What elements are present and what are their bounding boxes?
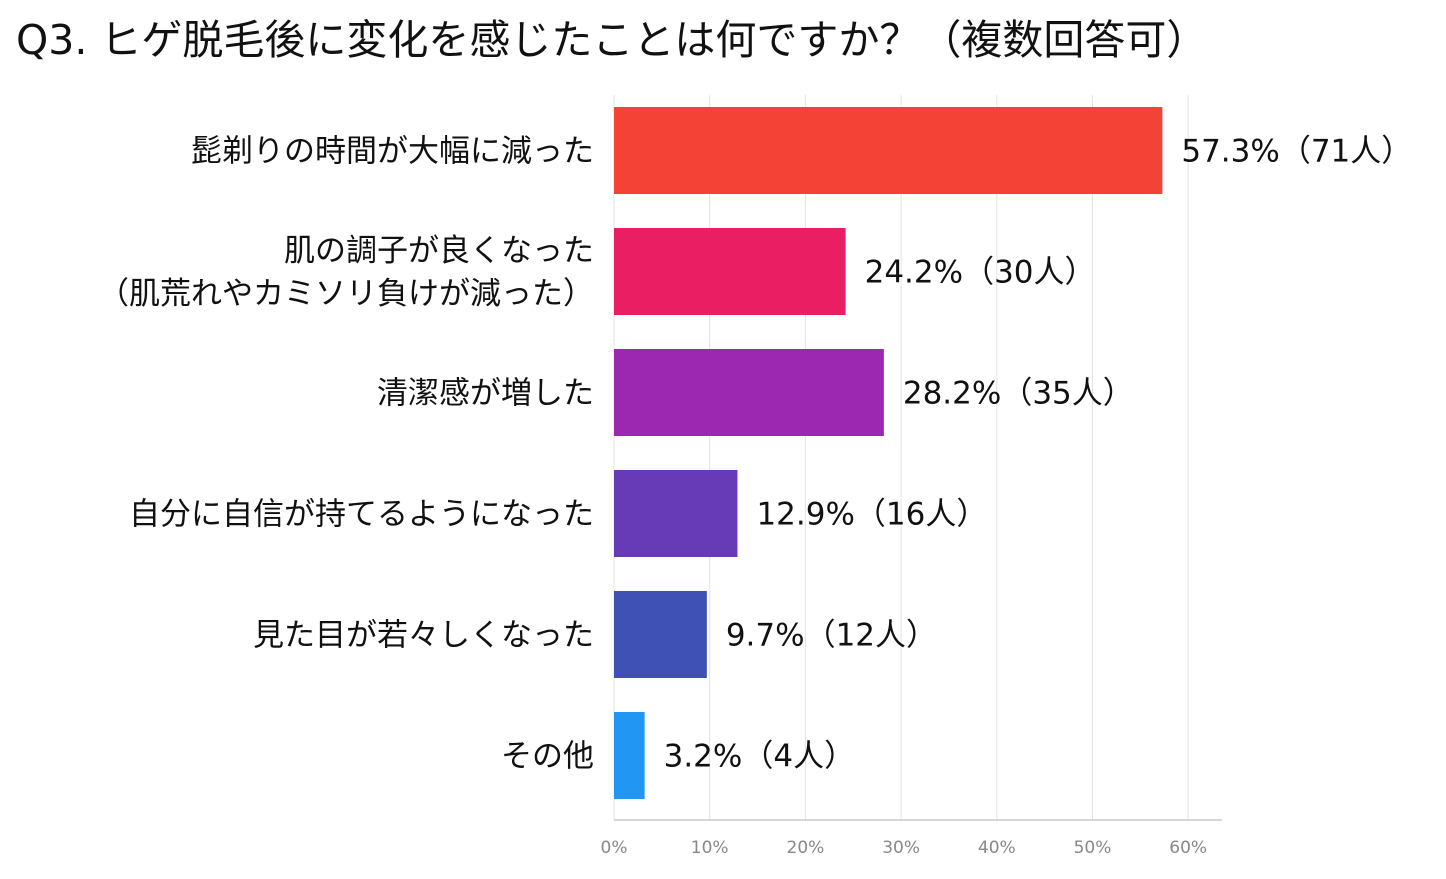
bar-5 (614, 712, 645, 799)
x-tick-label-20: 20% (787, 838, 825, 858)
data-labels: 57.3%（71人） 24.2%（30人） 28.2%（35人） 12.9%（16人）… (664, 134, 1413, 775)
category-label-5: その他 (501, 739, 594, 775)
bar-4 (614, 591, 707, 678)
category-label-4: 見た目が若々しくなった (253, 618, 594, 654)
data-label-5: 3.2%（4人） (664, 739, 855, 775)
bar-0 (614, 107, 1163, 194)
gridlines (613, 95, 1222, 821)
bar-1 (614, 228, 846, 315)
data-label-0: 57.3%（71人） (1181, 134, 1412, 170)
x-tick-label-40: 40% (978, 838, 1016, 858)
data-label-3: 12.9%（16人） (756, 497, 987, 533)
category-label-3: 自分に自信が持てるようになった (129, 497, 594, 533)
data-label-4: 9.7%（12人） (726, 618, 937, 654)
x-tick-label-50: 50% (1074, 838, 1112, 858)
category-label-0: 髭剃りの時間が大幅に減った (191, 134, 594, 170)
category-label-1-line-1: （肌荒れやカミソリ負けが減った） (98, 276, 594, 312)
bars (614, 107, 1163, 799)
category-label-1-line-0: 肌の調子が良くなった (284, 233, 594, 269)
x-tick-label-30: 30% (882, 838, 920, 858)
x-tick-label-10: 10% (691, 838, 729, 858)
x-axis-ticks: 0% 10% 20% 30% 40% 50% 60% (601, 838, 1208, 858)
data-label-2: 28.2%（35人） (903, 376, 1134, 412)
x-tick-label-0: 0% (601, 838, 628, 858)
chart-title: Q3. ヒゲ脱毛後に変化を感じたことは何ですか？（複数回答可） (16, 16, 1208, 64)
x-tick-label-60: 60% (1169, 838, 1207, 858)
bar-2 (614, 349, 884, 436)
category-label-2: 清潔感が増した (377, 376, 594, 412)
data-label-1: 24.2%（30人） (865, 255, 1096, 291)
bar-3 (614, 470, 738, 557)
